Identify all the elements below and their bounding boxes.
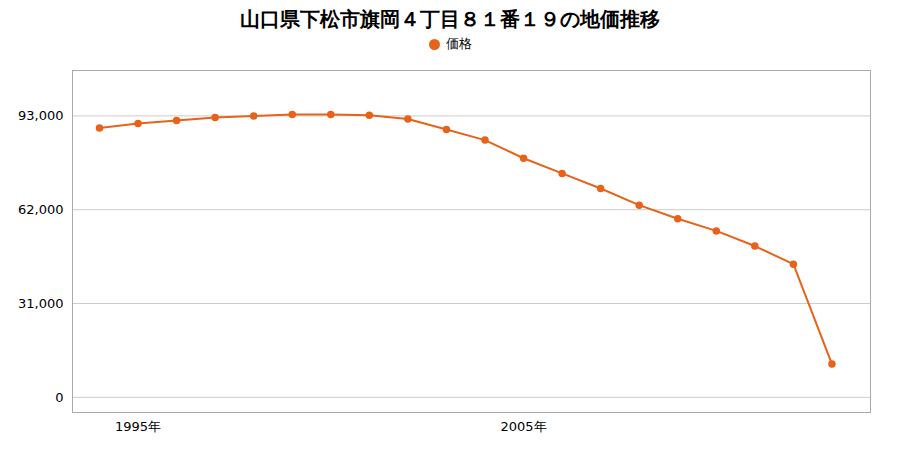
html-text:価格: 価格: [445, 36, 472, 51]
svg-text:62,000: 62,000: [18, 202, 64, 217]
svg-text:31,000: 31,000: [18, 296, 64, 311]
svg-text:2005年: 2005年: [500, 419, 546, 434]
html-text:山口県下松市旗岡４丁目８１番１９の地価推移: 山口県下松市旗岡４丁目８１番１９の地価推移: [240, 7, 660, 31]
svg-text:1995年: 1995年: [115, 419, 161, 434]
svg-text:0: 0: [55, 390, 63, 405]
svg-text:93,000: 93,000: [18, 108, 64, 123]
